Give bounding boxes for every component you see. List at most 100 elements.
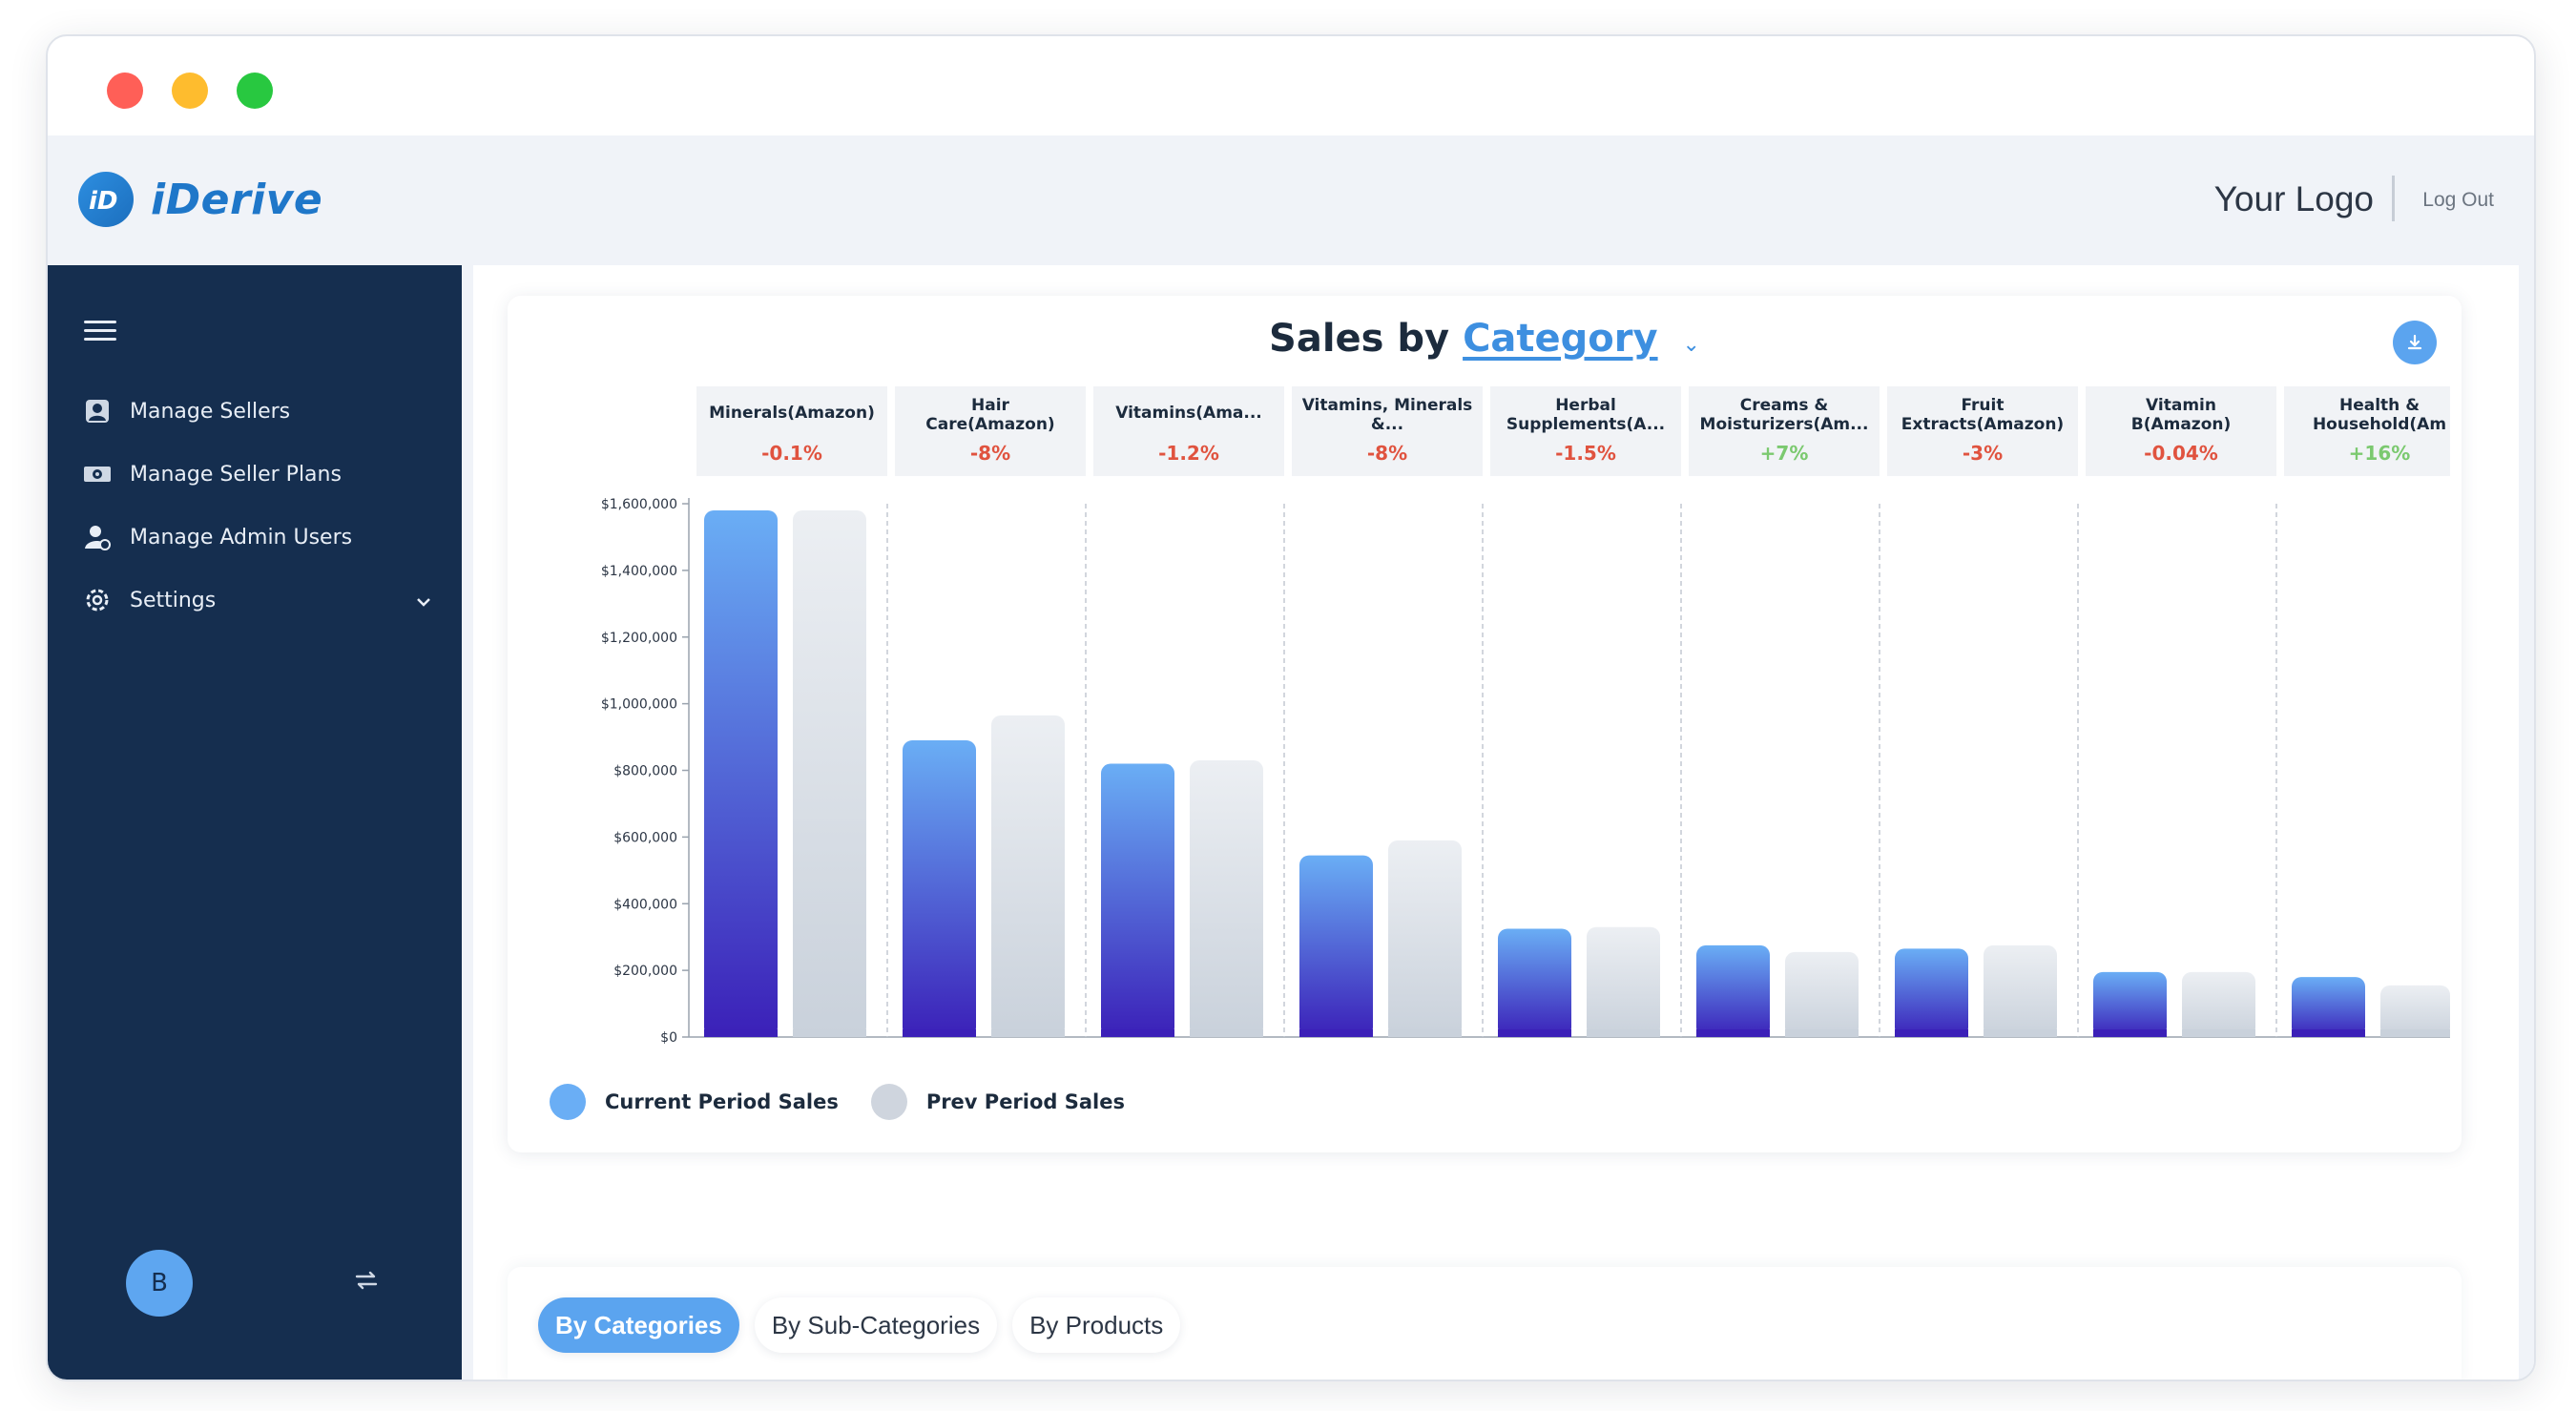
sidebar-nav: Manage Sellers Manage Seller Plans Manag… [82, 380, 445, 632]
category-header-box [1292, 386, 1483, 476]
category-label: Supplements(A... [1506, 415, 1665, 434]
category-label: Vitamins, Minerals [1302, 396, 1473, 415]
close-window-button[interactable] [107, 73, 143, 109]
category-label: Moisturizers(Am... [1700, 415, 1869, 434]
category-change: -0.04% [2144, 442, 2218, 465]
bar-current-base [1696, 1029, 1770, 1037]
category-label: Hair [971, 396, 1010, 415]
chart-legend: Current Period Sales Prev Period Sales [550, 1084, 1157, 1120]
category-label: Minerals(Amazon) [709, 404, 875, 423]
bar-current [704, 509, 778, 1037]
admin-user-icon [82, 522, 113, 552]
bar-current-base [2093, 1029, 2167, 1037]
sidebar-item-manage-sellers[interactable]: Manage Sellers [82, 380, 445, 443]
legend-prev-swatch [870, 1084, 907, 1120]
y-tick-label: $1,400,000 [601, 564, 677, 579]
minimize-window-button[interactable] [172, 73, 208, 109]
category-label: Extracts(Amazon) [1901, 415, 2064, 434]
brand-logo[interactable]: iD iDerive [78, 172, 322, 227]
bar-current-base [1895, 1029, 1968, 1037]
swap-icon[interactable] [353, 1267, 380, 1297]
category-label: Fruit [1962, 396, 2005, 415]
category-label: Vitamins(Ama... [1115, 404, 1262, 423]
sidebar: Manage Sellers Manage Seller Plans Manag… [48, 265, 462, 1380]
bar-prev-base [1587, 1029, 1660, 1037]
breakdown-panel: By Categories By Sub-Categories By Produ… [508, 1267, 2462, 1380]
bar-prev-base [793, 1029, 866, 1037]
y-tick-label: $400,000 [613, 897, 677, 912]
category-header-box [1490, 386, 1681, 476]
legend-current-swatch [550, 1084, 586, 1120]
bar-prev-base [2380, 1029, 2450, 1037]
category-label: B(Amazon) [2131, 415, 2232, 434]
tab-by-categories[interactable]: By Categories [538, 1297, 739, 1353]
bar-current-base [704, 1029, 778, 1037]
category-change: -0.1% [761, 442, 822, 465]
bar-current [1696, 944, 1770, 1037]
category-header-box [2086, 386, 2276, 476]
download-button[interactable] [2393, 321, 2437, 364]
sales-by-category-card: Sales by Category ⌄ [508, 296, 2462, 1152]
y-tick-label: $1,200,000 [601, 631, 677, 646]
sidebar-item-label: Manage Sellers [130, 399, 291, 424]
sidebar-item-label: Manage Seller Plans [130, 462, 342, 487]
sidebar-item-label: Settings [130, 588, 217, 612]
bar-current [1498, 928, 1571, 1037]
legend-current-label[interactable]: Current Period Sales [605, 1090, 839, 1113]
category-label: &... [1371, 415, 1403, 434]
category-dropdown[interactable]: Category [1463, 317, 1658, 361]
category-header-box [1093, 386, 1284, 476]
user-icon [82, 396, 113, 426]
y-tick-label: $200,000 [613, 964, 677, 979]
category-header-box [1689, 386, 1880, 476]
bar-prev-base [2182, 1029, 2255, 1037]
sidebar-item-manage-admin-users[interactable]: Manage Admin Users [82, 506, 445, 569]
bar-prev-base [1984, 1029, 2057, 1037]
category-header-box [2284, 386, 2450, 476]
bar-prev [1587, 926, 1660, 1037]
category-change: -8% [970, 442, 1010, 465]
chart-title-prefix: Sales by [1269, 317, 1450, 361]
y-tick-label: $800,000 [613, 764, 677, 779]
sidebar-item-label: Manage Admin Users [130, 525, 353, 550]
gear-icon [82, 585, 113, 615]
bar-prev [2182, 971, 2255, 1037]
avatar[interactable]: B [126, 1250, 193, 1317]
bar-prev [793, 509, 866, 1037]
category-change: -1.5% [1555, 442, 1616, 465]
y-tick-label: $0 [660, 1030, 677, 1046]
logout-link[interactable]: Log Out [2422, 189, 2494, 211]
content-area: Sales by Category ⌄ [473, 265, 2519, 1380]
bar-current-base [1101, 1029, 1174, 1037]
category-label: Household(Am [2313, 415, 2446, 434]
y-tick-label: $600,000 [613, 830, 677, 845]
maximize-window-button[interactable] [237, 73, 273, 109]
brand-name: iDerive [151, 175, 323, 224]
breakdown-tabs: By Categories By Sub-Categories By Produ… [538, 1297, 1181, 1353]
bar-current [2292, 977, 2365, 1037]
top-bar: iD iDerive Your Logo Log Out [48, 135, 2534, 265]
bar-prev [1388, 840, 1462, 1037]
tab-by-products[interactable]: By Products [1012, 1297, 1181, 1353]
browser-window: iD iDerive Your Logo Log Out Manage Sell… [46, 34, 2536, 1381]
bar-prev [1785, 951, 1859, 1037]
sidebar-item-settings[interactable]: Settings [82, 569, 445, 632]
y-tick-label: $1,600,000 [601, 497, 677, 512]
category-label: Care(Amazon) [925, 415, 1054, 434]
bar-prev-base [1388, 1029, 1462, 1037]
category-change: -3% [1963, 442, 2003, 465]
bar-current [2093, 971, 2167, 1037]
tab-by-sub-categories[interactable]: By Sub-Categories [754, 1297, 998, 1353]
chevron-down-icon[interactable] [416, 589, 431, 612]
brand-mark-icon: iD [78, 172, 134, 227]
category-header-box [895, 386, 1086, 476]
bar-current-base [1498, 1029, 1571, 1037]
sidebar-item-manage-seller-plans[interactable]: Manage Seller Plans [82, 443, 445, 506]
y-tick-label: $1,000,000 [601, 697, 677, 713]
client-logo-text: Your Logo [2213, 179, 2374, 218]
legend-prev-label[interactable]: Prev Period Sales [925, 1090, 1125, 1113]
bar-current-base [2292, 1029, 2365, 1037]
chevron-down-icon[interactable]: ⌄ [1682, 333, 1700, 357]
menu-toggle-icon[interactable] [84, 321, 116, 346]
header-divider [2392, 176, 2395, 221]
